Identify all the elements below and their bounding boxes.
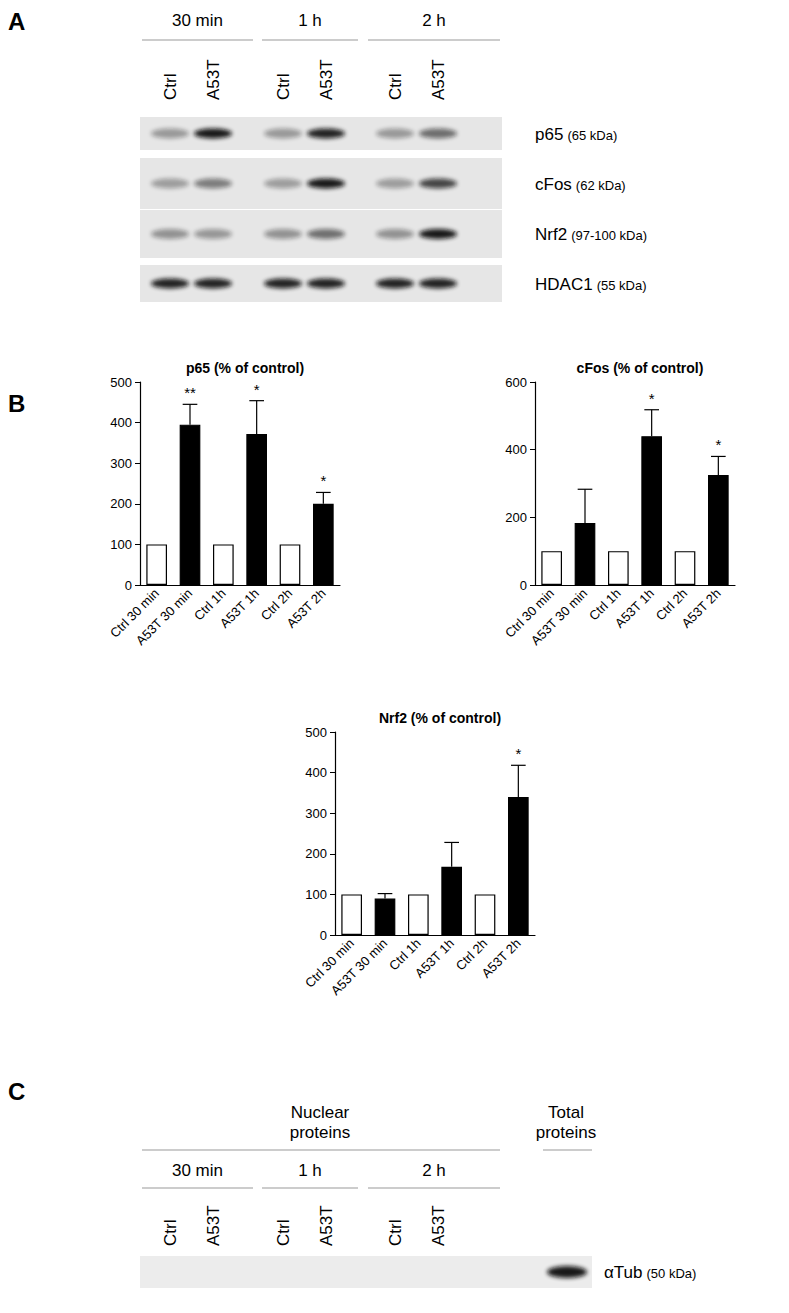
svg-text:Ctrl: Ctrl	[161, 74, 180, 100]
svg-text:Ctrl 1h: Ctrl 1h	[586, 585, 624, 624]
svg-text:Ctrl 2h: Ctrl 2h	[452, 935, 491, 974]
svg-text:C: C	[8, 1078, 25, 1105]
svg-text:*: *	[649, 390, 655, 407]
svg-text:200: 200	[110, 496, 132, 511]
svg-text:proteins: proteins	[290, 1123, 350, 1142]
svg-text:0: 0	[320, 928, 327, 943]
svg-text:p65(65 kDa): p65(65 kDa)	[535, 125, 617, 144]
svg-text:1 h: 1 h	[298, 1161, 322, 1180]
svg-text:*: *	[515, 745, 521, 762]
svg-text:A: A	[8, 8, 25, 35]
svg-text:*: *	[254, 381, 260, 398]
svg-text:2 h: 2 h	[422, 1161, 446, 1180]
svg-text:A53T: A53T	[429, 1205, 448, 1246]
svg-text:100: 100	[305, 887, 327, 902]
svg-text:αTub(50 kDa): αTub(50 kDa)	[604, 1263, 696, 1282]
svg-text:A53T 30 min: A53T 30 min	[133, 586, 196, 649]
svg-text:Ctrl 1h: Ctrl 1h	[191, 585, 229, 624]
svg-text:500: 500	[110, 375, 132, 390]
svg-text:A53T 1h: A53T 1h	[217, 586, 262, 631]
svg-text:300: 300	[305, 806, 327, 821]
svg-text:A53T: A53T	[429, 59, 448, 100]
svg-text:*: *	[320, 472, 326, 489]
svg-text:300: 300	[110, 456, 132, 471]
svg-text:cFos (% of control): cFos (% of control)	[577, 360, 704, 376]
svg-text:400: 400	[305, 765, 327, 780]
svg-text:A53T: A53T	[317, 1205, 336, 1246]
svg-text:1 h: 1 h	[298, 11, 322, 30]
svg-text:Ctrl: Ctrl	[274, 1220, 293, 1246]
svg-text:30 min: 30 min	[172, 1161, 223, 1180]
svg-text:Ctrl 30 min: Ctrl 30 min	[502, 585, 557, 641]
svg-text:200: 200	[505, 510, 527, 525]
svg-text:Total: Total	[548, 1103, 584, 1122]
svg-text:A53T: A53T	[317, 59, 336, 100]
svg-text:B: B	[8, 390, 25, 417]
svg-text:30 min: 30 min	[172, 11, 223, 30]
svg-text:A53T 30 min: A53T 30 min	[328, 936, 391, 999]
svg-text:0: 0	[520, 578, 527, 593]
svg-text:A53T: A53T	[204, 59, 223, 100]
svg-text:**: **	[184, 384, 196, 401]
svg-text:200: 200	[305, 846, 327, 861]
svg-text:p65 (% of control): p65 (% of control)	[186, 360, 304, 376]
svg-text:Nrf2 (% of control): Nrf2 (% of control)	[379, 710, 501, 726]
svg-text:400: 400	[110, 415, 132, 430]
svg-text:Ctrl 30 min: Ctrl 30 min	[302, 935, 357, 991]
svg-text:Ctrl 2h: Ctrl 2h	[652, 585, 691, 624]
svg-text:2 h: 2 h	[422, 11, 446, 30]
svg-text:A53T 1h: A53T 1h	[412, 936, 457, 981]
svg-text:Nuclear: Nuclear	[291, 1103, 350, 1122]
svg-text:A53T 2h: A53T 2h	[678, 586, 723, 631]
svg-text:proteins: proteins	[536, 1123, 596, 1142]
svg-text:100: 100	[110, 537, 132, 552]
svg-text:Ctrl 1h: Ctrl 1h	[386, 935, 424, 974]
svg-text:A53T 2h: A53T 2h	[478, 936, 523, 981]
svg-text:A53T 1h: A53T 1h	[612, 586, 657, 631]
svg-text:A53T: A53T	[204, 1205, 223, 1246]
svg-text:500: 500	[305, 725, 327, 740]
svg-text:Ctrl 2h: Ctrl 2h	[257, 585, 296, 624]
svg-text:0: 0	[125, 578, 132, 593]
svg-text:400: 400	[505, 442, 527, 457]
svg-text:A53T 30 min: A53T 30 min	[528, 586, 591, 649]
svg-text:Ctrl: Ctrl	[274, 74, 293, 100]
svg-text:HDAC1(55 kDa): HDAC1(55 kDa)	[535, 275, 646, 294]
svg-text:600: 600	[505, 375, 527, 390]
svg-text:Ctrl: Ctrl	[161, 1220, 180, 1246]
svg-text:Ctrl: Ctrl	[386, 1220, 405, 1246]
svg-text:Ctrl 30 min: Ctrl 30 min	[107, 585, 162, 641]
svg-text:cFos(62 kDa): cFos(62 kDa)	[535, 175, 626, 194]
svg-text:A53T 2h: A53T 2h	[283, 586, 328, 631]
svg-text:Ctrl: Ctrl	[386, 74, 405, 100]
svg-text:Nrf2(97-100 kDa): Nrf2(97-100 kDa)	[535, 225, 647, 244]
svg-text:*: *	[715, 436, 721, 453]
